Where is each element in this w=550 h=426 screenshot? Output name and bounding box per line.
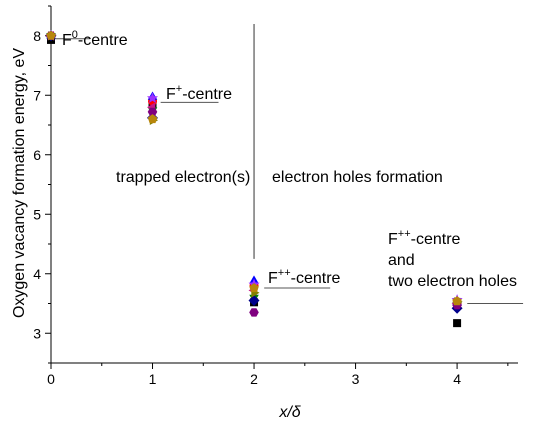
data-point-series-10 xyxy=(452,296,462,306)
data-point-series-1 xyxy=(453,319,462,328)
annotation-fpp-centre-at-4: F++-centre xyxy=(388,228,461,248)
annotation-fpp-centre-at-2: F++-centre xyxy=(268,267,341,287)
ticks: 0 1 2 3 4 3 4 5 6 7 8 xyxy=(33,5,509,387)
annotation-fplus-centre: F+-centre xyxy=(166,83,232,103)
data-point-series-10 xyxy=(46,30,56,40)
annotation-two-electron-holes: two electron holes xyxy=(388,273,517,290)
y-tick-label: 8 xyxy=(33,28,41,44)
data-point-series-5 xyxy=(248,295,260,306)
y-tick-label: 3 xyxy=(33,325,41,341)
data-point-series-10 xyxy=(147,114,158,124)
data-point-series-8 xyxy=(147,107,158,117)
data-points xyxy=(45,29,463,328)
y-tick-label: 4 xyxy=(33,266,41,282)
y-tick-label: 6 xyxy=(33,147,41,163)
annotation-f0-centre: F0-centre xyxy=(62,29,128,49)
leader-lines xyxy=(55,38,524,304)
x-tick-label: 2 xyxy=(250,371,258,387)
y-tick-label: 5 xyxy=(33,206,41,222)
annotation-electron-holes-formation: electron holes formation xyxy=(272,169,443,186)
x-axis-label: x/δ xyxy=(278,404,301,421)
data-point-series-10 xyxy=(249,283,259,293)
x-tick-label: 4 xyxy=(453,371,461,387)
data-point-series-9 xyxy=(147,92,158,103)
x-tick-label: 1 xyxy=(149,371,157,387)
y-tick-label: 7 xyxy=(33,87,41,103)
x-tick-label: 0 xyxy=(47,371,55,387)
data-point-series-8 xyxy=(249,308,259,317)
annotation-and: and xyxy=(388,252,415,269)
x-axis-label-text: x/δ xyxy=(278,404,301,421)
annotation-trapped-electrons: trapped electron(s) xyxy=(116,169,250,186)
x-tick-label: 3 xyxy=(352,371,360,387)
y-axis-label: Oxygen vacancy formation energy, eV xyxy=(11,48,28,318)
